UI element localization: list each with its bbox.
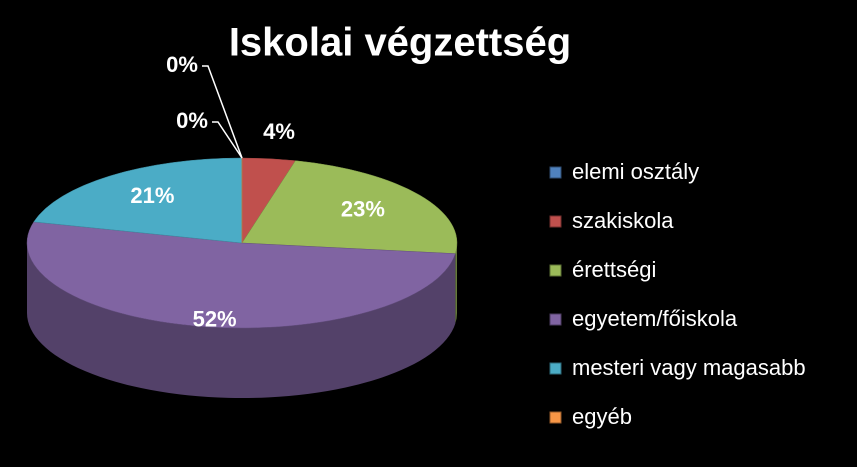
leader-line xyxy=(202,65,243,159)
data-label: 21% xyxy=(130,183,174,208)
data-label: 52% xyxy=(193,307,237,332)
pie-slice xyxy=(33,157,243,244)
data-label: 0% xyxy=(166,52,198,77)
chart-title: Iskolai végzettség xyxy=(229,21,571,65)
legend-label: érettségi xyxy=(572,257,656,282)
legend-marker xyxy=(549,313,562,326)
data-label: 23% xyxy=(341,196,385,221)
legend-marker xyxy=(549,362,562,375)
legend-label: mesteri vagy magasabb xyxy=(572,355,806,380)
legend-marker xyxy=(549,411,562,424)
legend-marker xyxy=(549,215,562,228)
data-label: 0% xyxy=(176,108,208,133)
pie-side xyxy=(455,243,457,324)
leader-line xyxy=(212,121,243,159)
legend-label: szakiskola xyxy=(572,208,674,233)
data-label: 4% xyxy=(263,119,295,144)
legend-label: egyéb xyxy=(572,404,632,429)
legend-label: elemi osztály xyxy=(572,159,699,184)
pie-slice xyxy=(26,221,456,329)
legend-label: egyetem/főiskola xyxy=(572,306,738,331)
pie-side xyxy=(27,243,456,398)
legend-marker xyxy=(549,264,562,277)
legend-marker xyxy=(549,166,562,179)
pie-slice xyxy=(241,160,458,254)
